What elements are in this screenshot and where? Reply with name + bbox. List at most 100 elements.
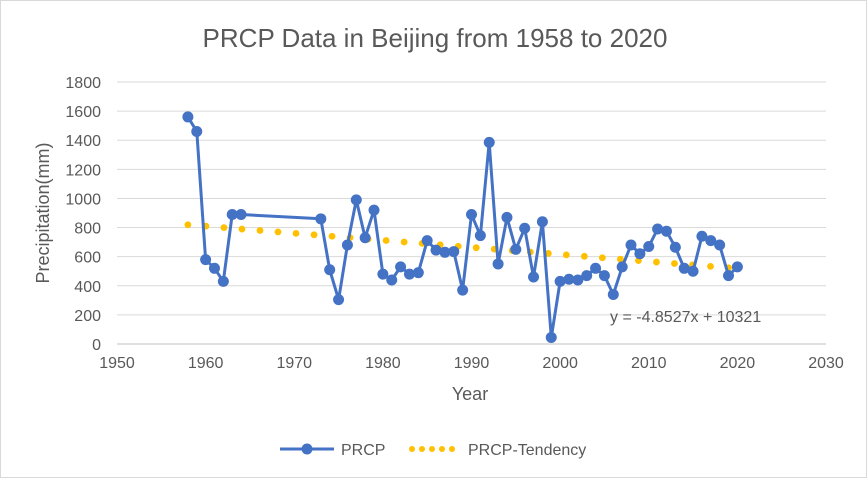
prcp-data-point — [554, 275, 566, 287]
prcp-data-point — [687, 265, 699, 277]
prcp-data-point — [226, 208, 238, 220]
prcp-data-point — [607, 289, 619, 301]
x-tick-labels: 1950 1960 1970 1980 1990 2000 2010 2020 2030 — [99, 355, 844, 372]
trendline-equation: y = -4.8527x + 10321 — [610, 309, 761, 326]
legend: PRCP PRCP-Tendency — [280, 442, 586, 459]
y-axis-title: Precipitation(mm) — [33, 142, 53, 283]
prcp-data-point — [466, 208, 477, 220]
trendline-dot — [292, 229, 300, 237]
y-tick-label: 0 — [92, 337, 101, 354]
prcp-data-point — [696, 230, 708, 242]
prcp-data-point — [359, 232, 371, 244]
trendline-dot — [598, 254, 606, 262]
x-tick-label: 2010 — [631, 355, 667, 372]
prcp-data-point — [403, 268, 415, 280]
x-tick-label: 1990 — [454, 355, 490, 372]
prcp-data-point — [377, 268, 389, 280]
legend-prcp-label: PRCP — [341, 442, 385, 459]
prcp-data-point — [581, 270, 593, 282]
trendline-dot — [580, 252, 588, 260]
prcp-data-point — [430, 244, 442, 256]
prcp-data-point — [350, 194, 362, 206]
prcp-data-point — [643, 240, 655, 252]
prcp-data-point — [510, 243, 522, 255]
prcp-data-point — [191, 125, 203, 137]
prcp-data-point — [652, 223, 664, 235]
prcp-data-point — [705, 235, 717, 247]
x-tick-label: 1950 — [99, 355, 135, 372]
prcp-series-points — [182, 111, 743, 343]
trendline-dot — [184, 221, 192, 229]
y-tick-labels: 0 200 400 600 800 1000 1200 1400 1600 1800 — [65, 75, 101, 354]
prcp-data-point — [519, 222, 531, 234]
prcp-data-point — [501, 211, 513, 223]
prcp-data-point — [217, 275, 229, 287]
legend-trend-dot — [449, 446, 455, 452]
prcp-data-point — [333, 294, 345, 306]
prcp-data-point — [528, 271, 540, 283]
prcp-data-point — [200, 254, 212, 266]
prcp-data-point — [563, 273, 575, 285]
legend-trend-label: PRCP-Tendency — [468, 442, 586, 459]
y-tick-label: 800 — [74, 221, 101, 238]
prcp-data-point — [412, 267, 424, 279]
prcp-data-point — [386, 274, 398, 286]
prcp-data-point — [368, 204, 380, 216]
prcp-data-point — [714, 239, 726, 251]
prcp-data-point — [182, 111, 194, 123]
prcp-data-point — [536, 216, 548, 228]
trendline-dot — [328, 232, 336, 240]
y-tick-label: 1600 — [65, 104, 101, 121]
trendline-dot — [238, 225, 246, 233]
prcp-data-point — [723, 270, 735, 282]
trendline-dot — [671, 260, 678, 267]
y-tick-label: 1400 — [65, 133, 101, 150]
x-tick-label: 1970 — [276, 355, 312, 372]
y-tick-label: 1000 — [65, 191, 101, 208]
trendline-dot — [382, 237, 390, 244]
prcp-data-point — [660, 225, 672, 237]
prcp-data-point — [492, 258, 504, 270]
prcp-data-point — [634, 248, 646, 260]
y-tick-label: 1800 — [65, 75, 101, 92]
prcp-data-point — [439, 246, 451, 258]
trendline-dot — [472, 244, 480, 252]
prcp-data-point — [731, 261, 743, 273]
trendline-dot — [544, 250, 552, 257]
prcp-data-point — [590, 262, 602, 274]
prcp-data-point — [625, 239, 637, 251]
trendline-dot — [653, 258, 660, 266]
trendline-dot — [274, 228, 282, 236]
y-tick-label: 600 — [74, 250, 101, 267]
gridlines — [117, 81, 826, 345]
x-tick-label: 1960 — [188, 355, 224, 372]
trendline-dot — [562, 251, 570, 259]
x-tick-label: 2000 — [542, 355, 578, 372]
x-tick-label: 1980 — [365, 355, 401, 372]
legend-trend-dot — [439, 446, 445, 452]
x-axis-title: Year — [452, 384, 488, 404]
prcp-data-point — [474, 230, 486, 242]
legend-trend-dot — [429, 446, 435, 452]
x-tick-label: 2020 — [720, 355, 756, 372]
trendline-dot — [400, 238, 408, 246]
y-tick-label: 1200 — [65, 162, 101, 179]
y-tick-label: 400 — [74, 279, 101, 296]
trendline-dot — [616, 255, 624, 263]
legend-prcp-marker — [301, 443, 313, 455]
prcp-data-point — [545, 331, 557, 343]
prcp-data-point — [598, 270, 610, 282]
prcp-data-point — [208, 262, 220, 274]
prcp-data-point — [457, 284, 469, 296]
chart-title: PRCP Data in Beijing from 1958 to 2020 — [203, 23, 668, 53]
prcp-data-point — [572, 274, 584, 286]
y-tick-label: 200 — [74, 308, 101, 325]
prcp-data-point — [483, 136, 495, 148]
x-tick-label: 2030 — [808, 355, 844, 372]
legend-trend-dot — [409, 446, 415, 452]
prcp-data-point — [315, 213, 327, 225]
trendline-dot — [707, 262, 714, 270]
prcp-data-point — [395, 261, 407, 273]
